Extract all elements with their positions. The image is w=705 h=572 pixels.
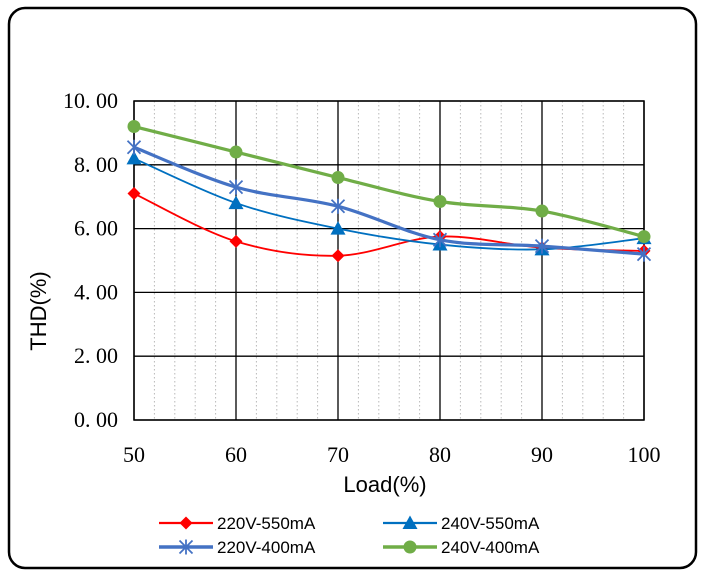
y-tick-label: 10. 00: [63, 88, 118, 113]
y-tick-label: 0. 00: [74, 407, 118, 432]
circle-marker: [229, 145, 243, 159]
circle-marker: [637, 230, 651, 244]
circle-marker: [331, 171, 345, 185]
legend-label: 220V-400mA: [217, 538, 316, 557]
circle-marker: [403, 540, 417, 554]
chart-border: [7, 6, 698, 570]
star-marker: [534, 238, 550, 254]
series-240V-400mA: [127, 120, 651, 244]
circle-marker: [535, 204, 549, 218]
series-line: [133, 124, 645, 239]
star-marker: [432, 232, 448, 248]
star-marker: [330, 198, 346, 214]
y-axis-title: THD(%): [26, 271, 51, 350]
triangle-marker: [402, 515, 418, 529]
legend-item: 220V-400mA: [159, 538, 316, 557]
legend-item: 240V-550mA: [383, 514, 540, 533]
legend-item: 220V-550mA: [159, 514, 316, 533]
diamond-marker: [331, 249, 345, 263]
x-tick-label: 50: [123, 442, 145, 467]
diamond-marker: [127, 187, 141, 201]
star-marker: [228, 179, 244, 195]
triangle-marker: [126, 150, 142, 165]
circle-marker: [433, 194, 447, 208]
legend-label: 240V-400mA: [441, 538, 540, 557]
x-tick-label: 100: [628, 442, 661, 467]
y-tick-label: 6. 00: [74, 216, 118, 241]
diamond-marker: [229, 234, 243, 248]
legend-item: 240V-400mA: [383, 538, 540, 557]
triangle-marker: [330, 221, 346, 235]
y-tick-label: 8. 00: [74, 152, 118, 177]
legend-label: 220V-550mA: [217, 514, 316, 533]
y-tick-label: 4. 00: [74, 279, 118, 304]
x-tick-label: 90: [531, 442, 553, 467]
series-line: [133, 145, 645, 256]
series-line: [133, 157, 645, 251]
x-tick-label: 60: [225, 442, 247, 467]
star-marker: [126, 139, 142, 155]
x-tick-label: 80: [429, 442, 451, 467]
y-tick-label: 2. 00: [74, 343, 118, 368]
legend-label: 240V-550mA: [441, 514, 540, 533]
x-axis-title: Load(%): [343, 472, 426, 497]
star-marker: [636, 246, 652, 262]
triangle-marker: [228, 195, 244, 210]
diamond-marker: [179, 516, 193, 530]
circle-marker: [127, 120, 141, 134]
tick-labels: 0. 00 2. 00 4. 00 6. 00 8. 00 10. 00 50 60 70 80 9…: [63, 88, 661, 467]
star-marker: [178, 539, 194, 555]
series-220V-400mA: [126, 139, 652, 262]
x-tick-label: 70: [327, 442, 349, 467]
plot-area: 0. 00 2. 00 4. 00 6. 00 8. 00 10. 00 50 60 70 80 9…: [63, 88, 661, 467]
legend: 220V-550mA 240V-550mA 220V-400mA 240V-400mA: [159, 514, 540, 557]
